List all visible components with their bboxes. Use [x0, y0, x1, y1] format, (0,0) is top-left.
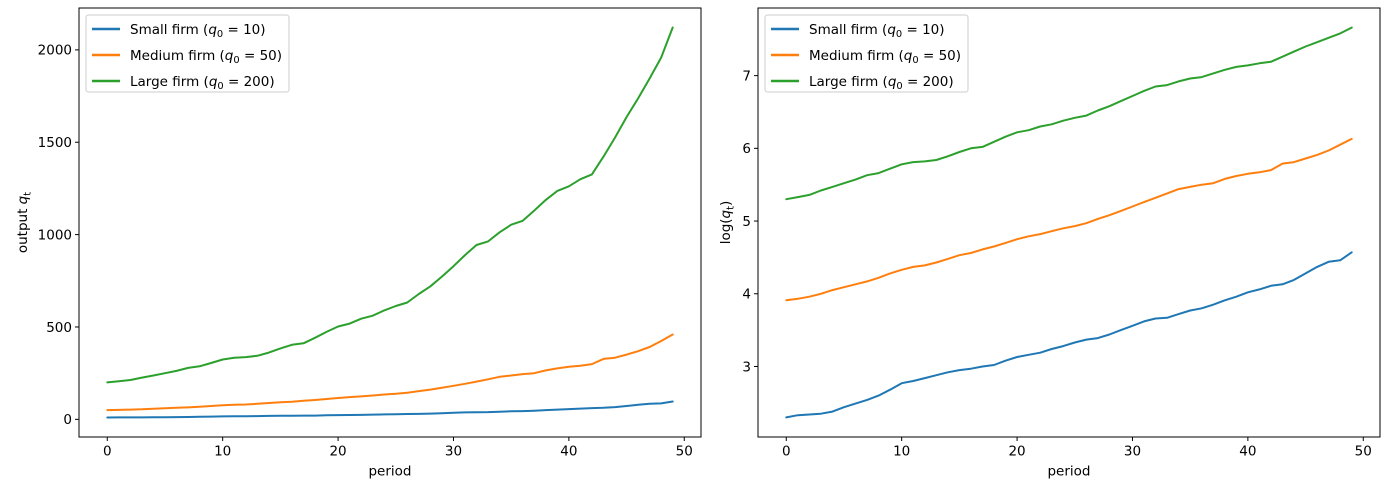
y-axis-label: log(qt) — [718, 201, 736, 245]
x-tick-label: 40 — [560, 444, 577, 460]
series-line-small-firm — [785, 251, 1353, 419]
y-tick-label: 0 — [63, 412, 72, 428]
x-axis-label: period — [1047, 464, 1090, 480]
legend-box — [764, 14, 969, 93]
axes-frame-right — [757, 7, 1381, 438]
legend-label-small-firm: Small firm (q0 = 10) — [809, 22, 945, 40]
y-tick-label: 3 — [742, 359, 751, 375]
x-tick-label: 0 — [103, 444, 112, 460]
x-tick-label: 10 — [214, 444, 231, 460]
series-line-large-firm — [785, 26, 1353, 201]
x-tick-label: 30 — [1124, 444, 1141, 460]
series-line-small-firm — [106, 400, 674, 419]
legend-label-large-firm: Large firm (q0 = 200) — [809, 74, 954, 92]
x-tick-label: 30 — [445, 444, 462, 460]
legend-label-medium-firm: Medium firm (q0 = 50) — [809, 48, 961, 66]
x-tick-label: 10 — [893, 444, 910, 460]
legend-label-large-firm: Large firm (q0 = 200) — [130, 74, 275, 92]
y-axis-label: output qt — [15, 192, 33, 253]
y-tick-label: 1500 — [38, 135, 72, 151]
axes-frame-left — [78, 7, 702, 438]
x-tick-label: 0 — [782, 444, 791, 460]
y-tick-label: 6 — [742, 141, 751, 157]
legend-label-medium-firm: Medium firm (q0 = 50) — [130, 48, 282, 66]
series-line-large-firm — [106, 26, 674, 384]
x-tick-label: 20 — [1008, 444, 1025, 460]
x-tick-label: 50 — [676, 444, 693, 460]
x-tick-label: 50 — [1355, 444, 1372, 460]
legend-box — [85, 14, 290, 93]
y-tick-label: 7 — [742, 68, 751, 84]
x-tick-label: 40 — [1239, 444, 1256, 460]
y-tick-label: 5 — [742, 214, 751, 230]
y-tick-label: 4 — [742, 287, 751, 303]
y-tick-label: 1000 — [38, 227, 72, 243]
legend-label-small-firm: Small firm (q0 = 10) — [130, 22, 266, 40]
x-axis-label: period — [368, 464, 411, 480]
x-tick-label: 20 — [329, 444, 346, 460]
y-tick-label: 500 — [46, 320, 72, 336]
series-line-medium-firm — [106, 333, 674, 412]
y-tick-label: 2000 — [38, 43, 72, 59]
series-line-medium-firm — [785, 137, 1353, 302]
